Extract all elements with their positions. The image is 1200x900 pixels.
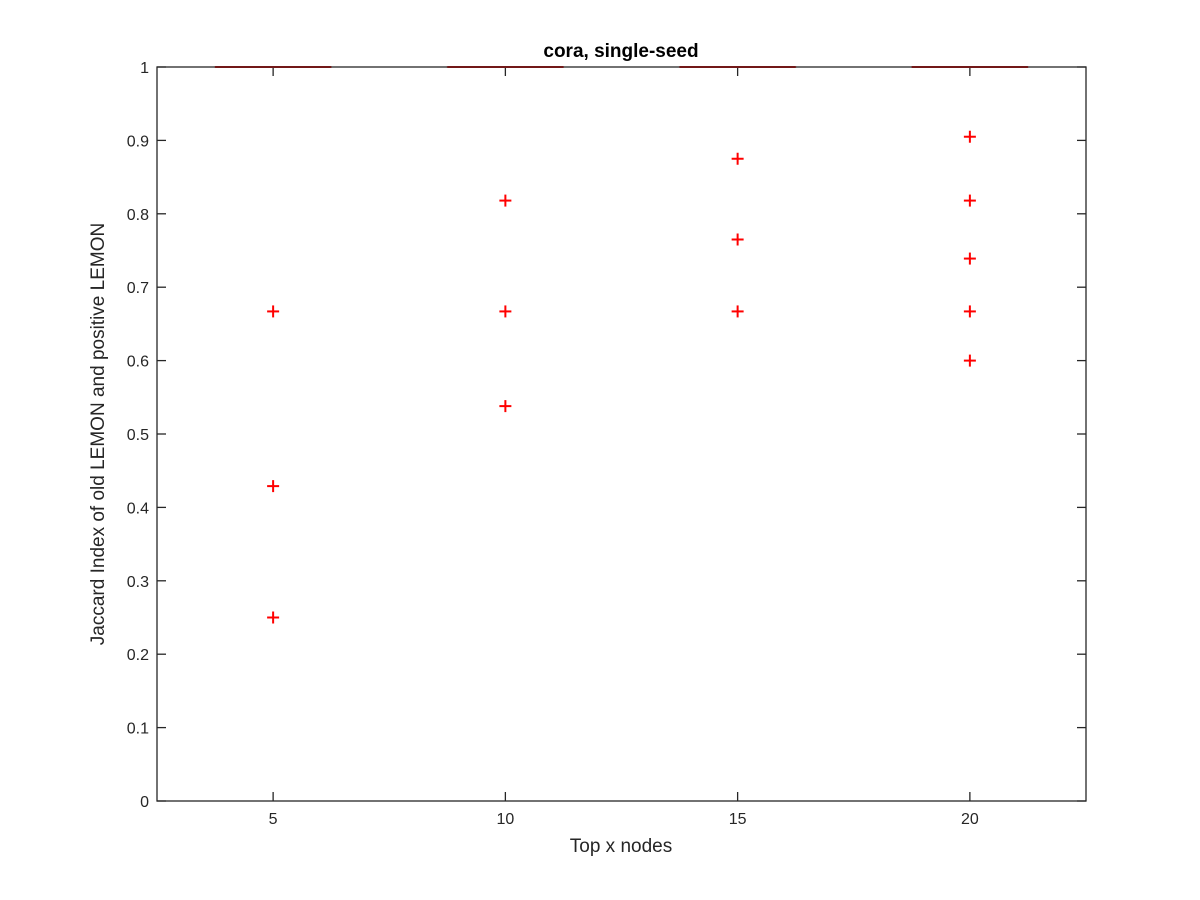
x-tick-label: 5 [269, 811, 278, 828]
outlier-marker [731, 305, 744, 318]
y-tick-label: 0.7 [127, 280, 149, 297]
y-tick-label: 0 [140, 794, 149, 811]
y-tick-label: 0.6 [127, 354, 149, 371]
outlier-marker [499, 400, 512, 413]
x-tick-label: 15 [729, 811, 747, 828]
y-tick-label: 0.2 [127, 647, 149, 664]
chart-title: cora, single-seed [543, 41, 698, 62]
outlier-marker [499, 305, 512, 318]
y-tick-label: 0.3 [127, 574, 149, 591]
y-tick-label: 1 [140, 60, 149, 77]
outlier-marker [267, 611, 280, 624]
y-tick-label: 0.4 [127, 500, 149, 517]
y-axis-label: Jaccard Index of old LEMON and positive … [88, 223, 109, 645]
outlier-marker [731, 233, 744, 246]
axes-frame [156, 66, 1087, 802]
outlier-marker [963, 354, 976, 367]
axis-ticks: 00.10.20.30.40.50.60.70.80.915 10 15 20 [127, 60, 1086, 828]
outlier-marker [499, 194, 512, 207]
y-tick-label: 0.1 [127, 721, 149, 738]
outlier-marker [267, 480, 280, 493]
outlier-marker [267, 305, 280, 318]
plot-area [157, 67, 1086, 801]
y-tick-label: 0.5 [127, 427, 149, 444]
outlier-marker [731, 152, 744, 165]
outlier-marker [963, 305, 976, 318]
x-tick-label: 20 [961, 811, 979, 828]
x-tick-label: 10 [496, 811, 514, 828]
y-tick-label: 0.8 [127, 207, 149, 224]
outlier-marker [963, 252, 976, 265]
outlier-marker [963, 194, 976, 207]
outlier-marker [963, 130, 976, 143]
x-axis-label: Top x nodes [570, 836, 672, 857]
y-tick-label: 0.9 [127, 133, 149, 150]
